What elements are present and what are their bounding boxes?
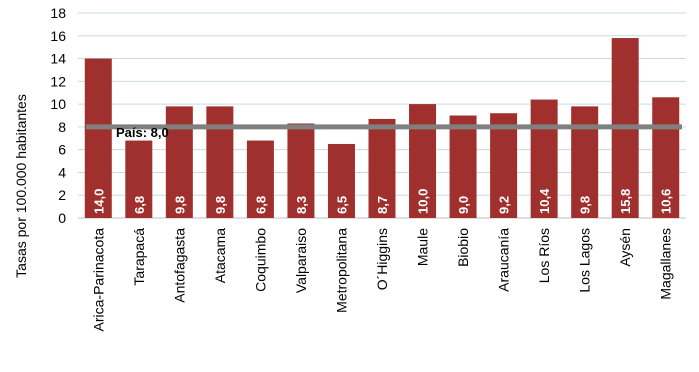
y-tick-label: 0 — [58, 210, 66, 226]
bar-value-label: 8,7 — [375, 196, 390, 214]
bar — [327, 143, 355, 218]
y-axis-label: Tasas por 100.000 habitantes — [13, 94, 29, 278]
bar-value-label: 9,8 — [172, 196, 187, 214]
bar-value-label: 9,8 — [578, 196, 593, 214]
bar-value-label: 6,5 — [334, 196, 349, 214]
x-category-label: Antofagasta — [171, 228, 187, 303]
y-tick-label: 6 — [58, 142, 66, 158]
bar-value-label: 10,6 — [659, 189, 674, 214]
x-category-label: Los Lagos — [577, 228, 593, 293]
bar-value-label: 6,8 — [132, 196, 147, 214]
bar — [530, 99, 558, 218]
y-tick-label: 14 — [50, 51, 66, 67]
y-tick-label: 16 — [50, 28, 66, 44]
bar — [287, 123, 315, 218]
x-category-label: Maule — [415, 228, 431, 266]
bar-value-label: 8,3 — [294, 196, 309, 214]
y-tick-label: 12 — [50, 73, 66, 89]
x-axis-category-labels: Arica-Parinacota Tarapacá Antofagasta Ataca… — [90, 228, 673, 332]
y-tick-label: 2 — [58, 187, 66, 203]
y-axis-ticks: 0 2 4 6 8 10 12 14 16 18 — [50, 5, 66, 226]
bar — [652, 97, 680, 218]
y-tick-label: 18 — [50, 5, 66, 21]
reference-line-label: País: 8,0 — [116, 125, 169, 140]
reference-line-group: País: 8,0 — [86, 124, 682, 140]
bar-value-label: 15,8 — [618, 189, 633, 214]
bar-value-label: 10,4 — [537, 188, 552, 214]
bar-value-label: 14,0 — [91, 189, 106, 214]
y-tick-label: 8 — [58, 119, 66, 135]
x-category-label: Tarapacá — [131, 228, 147, 286]
x-category-label: Araucanía — [496, 228, 512, 292]
x-category-label: Atacama — [212, 228, 228, 283]
bar-value-labels: 14,0 6,8 9,8 9,8 6,8 8,3 6,5 8,7 10,0 9,0 9,2 10,4 9… — [91, 188, 673, 214]
bar — [490, 113, 518, 218]
x-category-label: Biobio — [455, 228, 471, 267]
x-category-label: Magallanes — [658, 228, 674, 300]
bar — [409, 104, 437, 218]
bar — [449, 115, 477, 218]
bar — [84, 58, 112, 218]
x-category-label: O´Higgins — [374, 228, 390, 290]
bar — [125, 140, 153, 218]
x-category-label: Valparaiso — [293, 228, 309, 293]
bar-value-label: 10,0 — [416, 189, 431, 214]
x-category-label: Los Ríos — [536, 228, 552, 283]
y-tick-label: 10 — [50, 96, 66, 112]
bar-value-label: 6,8 — [253, 196, 268, 214]
x-category-label: Aysén — [617, 228, 633, 267]
y-tick-label: 4 — [58, 164, 66, 180]
bar — [246, 140, 274, 218]
x-category-label: Arica-Parinacota — [90, 228, 106, 332]
x-category-label: Coquimbo — [252, 228, 268, 292]
bar-value-label: 9,2 — [497, 196, 512, 214]
bar-value-label: 9,0 — [456, 196, 471, 214]
bar — [368, 118, 396, 218]
x-category-label: Metropolitana — [333, 228, 349, 313]
bar-value-label: 9,8 — [213, 196, 228, 214]
